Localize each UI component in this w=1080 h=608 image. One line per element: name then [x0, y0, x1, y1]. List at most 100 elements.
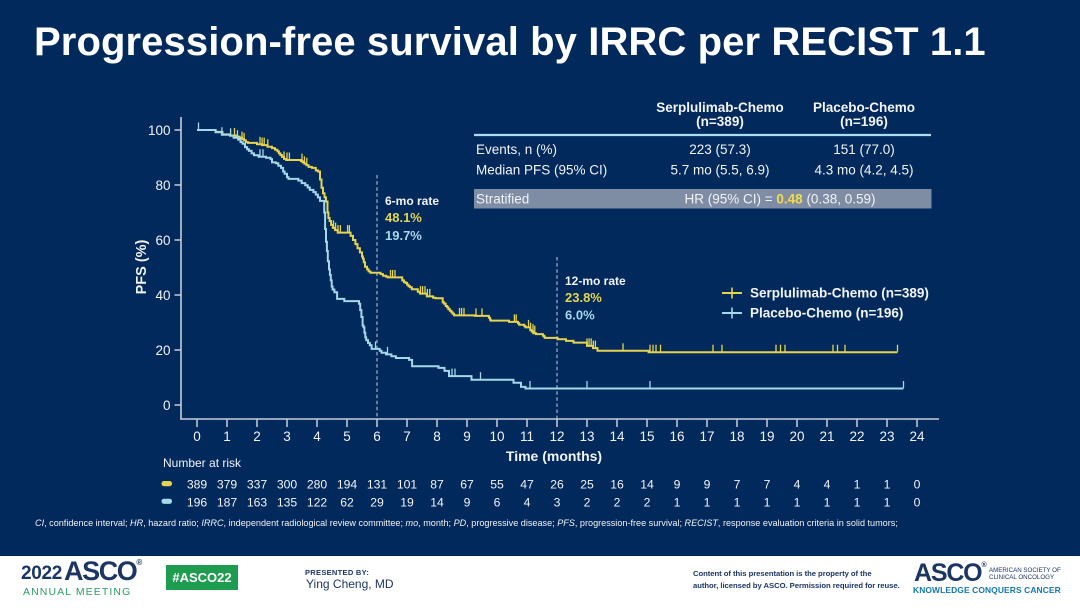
svg-text:20: 20 [789, 429, 804, 444]
svg-text:1: 1 [764, 495, 771, 509]
svg-text:16: 16 [610, 478, 624, 492]
svg-text:Stratified: Stratified [476, 192, 529, 207]
svg-text:9: 9 [704, 478, 711, 492]
svg-text:80: 80 [155, 178, 170, 193]
svg-text:337: 337 [247, 478, 268, 492]
svg-text:3: 3 [554, 495, 561, 509]
svg-text:0: 0 [163, 398, 171, 413]
svg-text:0: 0 [914, 495, 921, 509]
svg-text:5: 5 [343, 429, 351, 444]
svg-text:6: 6 [373, 429, 381, 444]
svg-text:14: 14 [640, 478, 654, 492]
svg-text:196: 196 [187, 495, 208, 509]
svg-text:14: 14 [609, 429, 625, 444]
svg-text:9: 9 [674, 478, 681, 492]
svg-text:(n=196): (n=196) [840, 114, 888, 129]
svg-text:22: 22 [849, 429, 864, 444]
svg-text:1: 1 [854, 495, 861, 509]
svg-text:163: 163 [247, 495, 268, 509]
svg-text:10: 10 [489, 429, 504, 444]
svg-text:13: 13 [579, 429, 594, 444]
svg-text:CI, confidence interval; HR, h: CI, confidence interval; HR, hazard rati… [35, 518, 898, 528]
svg-text:11: 11 [520, 429, 534, 444]
svg-text:47: 47 [520, 478, 534, 492]
svg-text:2: 2 [644, 495, 651, 509]
svg-text:1: 1 [734, 495, 741, 509]
svg-text:48.1%: 48.1% [385, 210, 422, 225]
svg-text:7: 7 [734, 478, 741, 492]
svg-text:9: 9 [463, 429, 471, 444]
svg-text:23: 23 [879, 429, 894, 444]
svg-text:8: 8 [433, 429, 441, 444]
svg-text:2: 2 [584, 495, 591, 509]
svg-text:7: 7 [403, 429, 411, 444]
svg-text:17: 17 [699, 429, 714, 444]
svg-text:135: 135 [277, 495, 298, 509]
svg-text:0: 0 [914, 478, 921, 492]
svg-text:40: 40 [155, 288, 170, 303]
svg-text:223 (57.3): 223 (57.3) [689, 142, 751, 157]
svg-text:1: 1 [824, 495, 831, 509]
svg-text:1: 1 [884, 478, 891, 492]
svg-text:55: 55 [490, 478, 504, 492]
svg-text:Serplulimab-Chemo: Serplulimab-Chemo [656, 100, 784, 115]
svg-text:26: 26 [550, 478, 564, 492]
svg-text:23.8%: 23.8% [565, 290, 602, 305]
svg-text:20: 20 [155, 343, 170, 358]
svg-text:21: 21 [819, 429, 834, 444]
svg-text:87: 87 [430, 478, 444, 492]
svg-text:131: 131 [367, 478, 388, 492]
svg-text:4: 4 [524, 495, 531, 509]
svg-text:19: 19 [759, 429, 774, 444]
svg-text:60: 60 [155, 233, 170, 248]
svg-text:24: 24 [909, 429, 925, 444]
svg-text:15: 15 [639, 429, 654, 444]
svg-text:Placebo-Chemo: Placebo-Chemo [813, 100, 915, 115]
svg-text:(n=389): (n=389) [696, 114, 744, 129]
svg-text:5.7 mo (5.5, 6.9): 5.7 mo (5.5, 6.9) [670, 163, 769, 178]
svg-text:19.7%: 19.7% [385, 228, 422, 243]
svg-text:280: 280 [307, 478, 328, 492]
svg-text:18: 18 [729, 429, 744, 444]
svg-text:Events, n (%): Events, n (%) [476, 142, 557, 157]
svg-text:1: 1 [854, 478, 861, 492]
svg-text:300: 300 [277, 478, 298, 492]
svg-text:4.3 mo (4.2, 4.5): 4.3 mo (4.2, 4.5) [814, 163, 913, 178]
svg-text:194: 194 [337, 478, 358, 492]
svg-text:1: 1 [884, 495, 891, 509]
svg-text:12: 12 [549, 429, 564, 444]
svg-text:Placebo-Chemo (n=196): Placebo-Chemo (n=196) [750, 306, 903, 321]
svg-text:389: 389 [187, 478, 208, 492]
svg-text:6.0%: 6.0% [565, 308, 595, 323]
svg-text:6: 6 [494, 495, 501, 509]
svg-text:Median PFS (95% CI): Median PFS (95% CI) [476, 163, 607, 178]
svg-text:6-mo rate: 6-mo rate [385, 194, 439, 208]
svg-text:1: 1 [704, 495, 711, 509]
svg-text:16: 16 [669, 429, 684, 444]
svg-text:12-mo rate: 12-mo rate [565, 274, 626, 288]
svg-text:379: 379 [217, 478, 238, 492]
svg-text:67: 67 [460, 478, 474, 492]
svg-text:9: 9 [464, 495, 471, 509]
svg-text:151 (77.0): 151 (77.0) [833, 142, 895, 157]
svg-text:3: 3 [283, 429, 291, 444]
svg-text:25: 25 [580, 478, 594, 492]
svg-text:4: 4 [794, 478, 801, 492]
svg-text:PFS (%): PFS (%) [134, 239, 150, 294]
svg-text:0: 0 [193, 429, 201, 444]
svg-text:2: 2 [253, 429, 261, 444]
svg-text:4: 4 [313, 429, 321, 444]
svg-text:122: 122 [307, 495, 328, 509]
svg-text:14: 14 [430, 495, 444, 509]
svg-text:1: 1 [674, 495, 681, 509]
svg-text:Time (months): Time (months) [506, 448, 602, 464]
svg-text:29: 29 [370, 495, 384, 509]
svg-text:4: 4 [824, 478, 831, 492]
svg-text:1: 1 [223, 429, 231, 444]
svg-text:7: 7 [764, 478, 771, 492]
svg-text:1: 1 [794, 495, 801, 509]
svg-text:2: 2 [614, 495, 621, 509]
svg-text:Serplulimab-Chemo (n=389): Serplulimab-Chemo (n=389) [750, 286, 929, 301]
svg-text:Number at risk: Number at risk [163, 456, 242, 470]
svg-text:19: 19 [400, 495, 414, 509]
